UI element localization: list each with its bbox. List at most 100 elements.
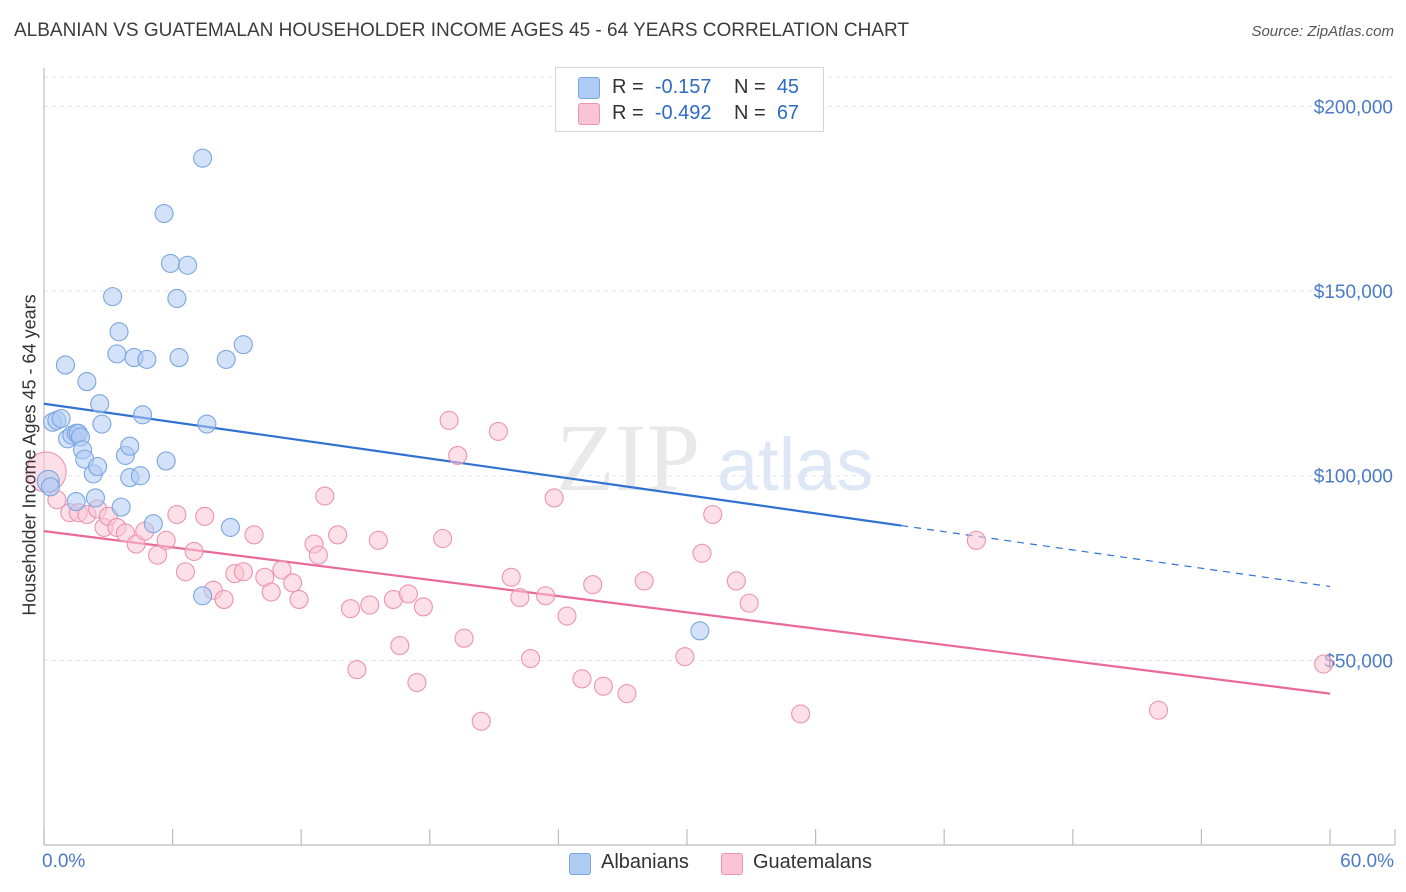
legend-n-albanians: N = 45 xyxy=(734,76,800,98)
trend-lines xyxy=(43,402,1331,695)
legend-r-albanians: R = -0.157 xyxy=(612,76,712,98)
trend-line-albanians-extension xyxy=(901,524,1331,588)
point-guatemalans-59 xyxy=(692,543,712,563)
trend-line-albanians xyxy=(43,402,902,527)
point-albanians-39 xyxy=(197,414,217,434)
legend-r-guatemalans: R = -0.492 xyxy=(612,102,712,124)
point-albanians-4 xyxy=(51,408,71,429)
legend-n-guatemalans: N = 67 xyxy=(734,102,800,124)
point-guatemalans-39 xyxy=(407,672,427,693)
point-guatemalans-61 xyxy=(726,571,746,591)
point-albanians-40 xyxy=(216,349,236,369)
point-albanians-34 xyxy=(167,288,187,309)
y-tick-label-3: $200,000 xyxy=(1314,97,1393,118)
watermark: ZIP atlas xyxy=(556,404,873,511)
y-axis-label: Householder Income Ages 45 - 64 years xyxy=(19,294,40,616)
point-guatemalans-25 xyxy=(272,560,292,580)
point-albanians-5 xyxy=(55,355,75,375)
point-guatemalans-13 xyxy=(156,530,176,550)
point-guatemalans-62 xyxy=(739,593,759,613)
x-tick-label-min: 0.0% xyxy=(42,851,86,872)
point-guatemalans-56 xyxy=(617,684,637,704)
legend-r-value-guatemalans: -0.492 xyxy=(654,102,712,124)
point-guatemalans-43 xyxy=(448,445,468,465)
point-albanians-44 xyxy=(66,492,86,512)
point-albanians-13 xyxy=(77,372,97,392)
point-guatemalans-54 xyxy=(583,575,603,595)
point-guatemalans-14 xyxy=(167,504,187,525)
legend-n-value-guatemalans: 67 xyxy=(776,102,800,124)
point-albanians-37 xyxy=(193,148,213,168)
point-albanians-16 xyxy=(88,456,108,477)
point-guatemalans-29 xyxy=(308,545,328,565)
point-albanians-41 xyxy=(220,517,241,537)
series-legend-label-guatemalans: Guatemalans xyxy=(753,851,872,873)
legend-n-value-albanians: 45 xyxy=(776,76,800,98)
x-tick-label-max: 60.0% xyxy=(1340,851,1394,872)
point-guatemalans-66 xyxy=(1314,654,1334,674)
point-albanians-17 xyxy=(90,394,110,414)
point-guatemalans-60 xyxy=(703,504,723,525)
point-albanians-22 xyxy=(111,497,131,517)
point-guatemalans-33 xyxy=(347,660,367,680)
point-guatemalans-63 xyxy=(791,704,811,724)
point-guatemalans-17 xyxy=(195,506,215,526)
point-guatemalans-24 xyxy=(261,582,281,602)
point-albanians-43 xyxy=(690,621,710,641)
point-guatemalans-41 xyxy=(433,528,453,549)
point-albanians-15 xyxy=(85,488,105,508)
point-guatemalans-55 xyxy=(593,676,613,696)
series-legend-label-albanians: Albanians xyxy=(601,851,689,873)
point-guatemalans-12 xyxy=(148,545,168,565)
point-guatemalans-49 xyxy=(520,648,541,669)
point-guatemalans-26 xyxy=(283,573,303,593)
trend-line-guatemalans xyxy=(43,530,1331,695)
point-guatemalans-46 xyxy=(488,421,508,441)
series-legend: Albanians Guatemalans xyxy=(0,851,1406,879)
point-guatemalans-19 xyxy=(214,589,234,609)
data-points xyxy=(25,148,1334,731)
point-guatemalans-38 xyxy=(398,584,418,604)
series-legend-swatch-guatemalans xyxy=(721,853,743,875)
point-guatemalans-21 xyxy=(233,562,253,582)
point-guatemalans-51 xyxy=(544,488,564,508)
point-albanians-21 xyxy=(109,322,129,342)
point-guatemalans-32 xyxy=(340,599,361,619)
point-guatemalans-31 xyxy=(328,525,348,545)
y-tick-label-2: $150,000 xyxy=(1314,282,1393,303)
watermark-atlas: atlas xyxy=(717,423,873,506)
point-guatemalans-15 xyxy=(175,562,196,582)
y-tick-label-1: $100,000 xyxy=(1314,467,1393,488)
correlation-legend: R = -0.157 N = 45 R = -0.492 N = 67 xyxy=(555,67,824,132)
chart-source: Source: ZipAtlas.com xyxy=(1251,23,1394,40)
y-tick-label-0: $50,000 xyxy=(1324,651,1393,672)
point-guatemalans-40 xyxy=(413,597,433,617)
point-albanians-25 xyxy=(120,436,140,456)
point-albanians-38 xyxy=(193,586,213,606)
point-guatemalans-30 xyxy=(315,486,335,506)
point-guatemalans-45 xyxy=(471,711,491,731)
point-albanians-31 xyxy=(154,204,174,224)
point-albanians-29 xyxy=(137,349,157,369)
point-albanians-19 xyxy=(103,287,123,307)
point-guatemalans-48 xyxy=(510,588,530,608)
point-albanians-35 xyxy=(169,348,189,368)
point-guatemalans-27 xyxy=(289,589,309,609)
point-albanians-1 xyxy=(40,477,60,497)
point-albanians-18 xyxy=(92,414,112,434)
series-legend-swatch-albanians xyxy=(569,853,591,875)
y-tick-labels: $50,000 $100,000 $150,000 $200,000 xyxy=(1314,97,1393,672)
point-albanians-20 xyxy=(107,344,127,364)
point-albanians-42 xyxy=(233,335,253,355)
point-albanians-32 xyxy=(156,451,176,471)
legend-swatch-albanians xyxy=(578,77,600,99)
point-guatemalans-16 xyxy=(184,541,204,561)
point-guatemalans-64 xyxy=(966,530,986,550)
point-guatemalans-22 xyxy=(244,525,264,545)
point-guatemalans-50 xyxy=(535,586,556,606)
point-albanians-36 xyxy=(178,255,198,275)
legend-swatch-guatemalans xyxy=(578,103,600,125)
legend-r-value-albanians: -0.157 xyxy=(654,76,712,98)
point-albanians-28 xyxy=(133,405,153,425)
point-albanians-27 xyxy=(130,466,150,486)
